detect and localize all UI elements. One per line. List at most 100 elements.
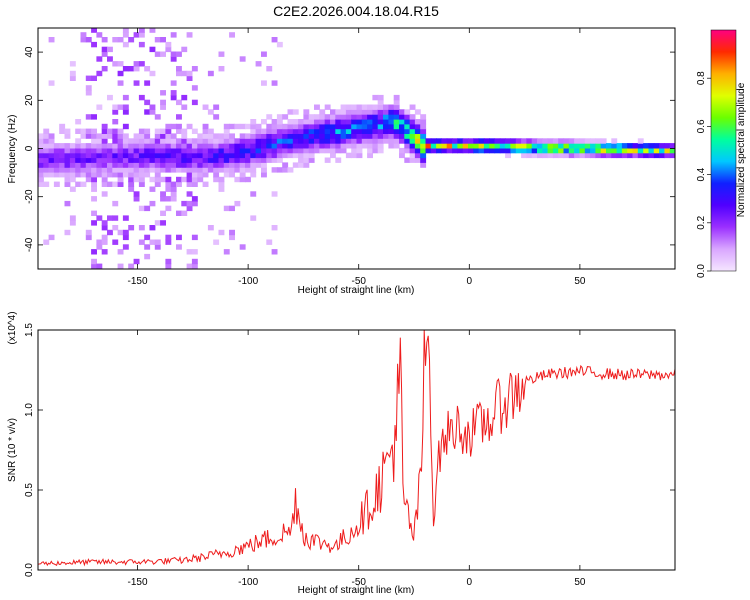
heatmap-cell	[383, 133, 389, 139]
heatmap-cell	[292, 152, 299, 159]
heatmap-cell	[303, 138, 310, 144]
heatmap-cell	[600, 152, 607, 159]
heatmap-cell	[186, 147, 193, 154]
heatmap-cell	[483, 147, 490, 154]
heatmap-cell	[122, 94, 129, 101]
heatmap-cell	[133, 258, 140, 265]
heatmap-cell	[91, 152, 97, 159]
heatmap-cell	[653, 147, 660, 154]
heatmap-cell	[170, 162, 177, 168]
heatmap-cell	[377, 114, 384, 120]
heatmap-cell	[154, 128, 161, 134]
heatmap-cell	[38, 172, 44, 178]
heatmap-cell	[48, 167, 55, 173]
snr-scale-label: (x10^4)	[7, 311, 18, 344]
heatmap-cell	[351, 147, 358, 154]
heatmap-cell	[176, 152, 182, 159]
heatmap-cell	[128, 66, 135, 72]
heatmap-cell	[191, 152, 198, 159]
heatmap-cell	[38, 133, 44, 139]
heatmap-cell	[234, 147, 241, 154]
heatmap-cell	[75, 147, 82, 154]
heatmap-cell	[361, 143, 368, 149]
heatmap-cell	[154, 181, 161, 187]
colorbar-tick-label: 0.2	[696, 215, 707, 229]
heatmap-cell	[648, 143, 655, 149]
heatmap-cell	[191, 234, 198, 241]
heatmap-cell	[191, 200, 198, 207]
heatmap-cell	[96, 70, 103, 77]
heatmap-cell	[552, 147, 559, 154]
heatmap-cell	[101, 239, 108, 245]
heatmap-cell	[430, 138, 437, 144]
heatmap-cell	[399, 109, 405, 115]
heatmap-cell	[351, 114, 358, 120]
heatmap-cell	[107, 143, 113, 149]
heatmap-cell	[149, 104, 156, 110]
heatmap-cell	[282, 123, 289, 130]
heatmap-cell	[229, 157, 235, 163]
heatmap-cell	[207, 109, 214, 115]
heatmap-cell	[223, 138, 230, 144]
heatmap-cell	[648, 152, 655, 159]
heatmap-cell	[202, 104, 209, 110]
heatmap-cell	[69, 70, 76, 77]
heatmap-cell	[229, 32, 235, 38]
heatmap-cell	[276, 157, 283, 163]
heatmap-cell	[308, 152, 315, 159]
heatmap-cell	[154, 239, 161, 245]
heatmap-cell	[202, 162, 209, 168]
heatmap-cell	[138, 225, 145, 231]
snr-x-tick-label: -150	[128, 577, 148, 588]
heatmap-cell	[202, 143, 209, 149]
heatmap-cell	[213, 133, 220, 139]
heatmap-cell	[128, 176, 135, 183]
heatmap-cell	[345, 152, 352, 159]
heatmap-cell	[117, 138, 124, 144]
heatmap-cell	[393, 94, 400, 101]
heatmap-cell	[335, 138, 342, 144]
heatmap-cell	[335, 123, 342, 130]
heatmap-cell	[414, 123, 421, 130]
heatmap-cell	[393, 99, 400, 106]
heatmap-cell	[170, 147, 177, 154]
heatmap-cell	[335, 157, 342, 163]
heatmap-cell	[303, 147, 310, 154]
heatmap-y-tick-label: 40	[24, 46, 35, 58]
heatmap-cell	[489, 138, 496, 144]
heatmap-cell	[361, 104, 368, 110]
colorbar-label: Normalized spectral amplitude	[736, 82, 747, 217]
heatmap-cell	[138, 205, 145, 212]
heatmap-cell	[101, 162, 108, 168]
heatmap-cell	[75, 167, 82, 173]
heatmap-cell	[308, 138, 315, 144]
heatmap-cell	[399, 119, 405, 125]
heatmap-cell	[85, 176, 92, 183]
snr-x-tick-label: -50	[351, 577, 366, 588]
heatmap-cell	[186, 249, 193, 255]
heatmap-cell	[255, 143, 262, 149]
heatmap-cell	[43, 143, 50, 149]
heatmap-cell	[261, 167, 267, 173]
heatmap-cell	[176, 138, 182, 144]
heatmap-cell	[229, 205, 235, 212]
heatmap-x-tick-label: 50	[574, 276, 586, 287]
heatmap-cell	[128, 162, 135, 168]
heatmap-cell	[117, 104, 124, 110]
heatmap-cell	[367, 123, 373, 130]
heatmap-cell	[298, 123, 304, 130]
heatmap-cell	[287, 167, 294, 173]
heatmap-cell	[420, 147, 427, 154]
heatmap-cell	[59, 162, 66, 168]
heatmap-cell	[489, 143, 496, 149]
heatmap-cell	[271, 133, 278, 139]
heatmap-cell	[266, 157, 273, 163]
heatmap-cell	[616, 147, 623, 154]
heatmap-cell	[165, 162, 172, 168]
heatmap-cell	[521, 138, 527, 144]
heatmap-cell	[473, 147, 480, 154]
heatmap-cell	[229, 172, 235, 178]
heatmap-cell	[372, 104, 379, 110]
heatmap-cell	[101, 234, 108, 241]
heatmap-cell	[521, 143, 527, 149]
